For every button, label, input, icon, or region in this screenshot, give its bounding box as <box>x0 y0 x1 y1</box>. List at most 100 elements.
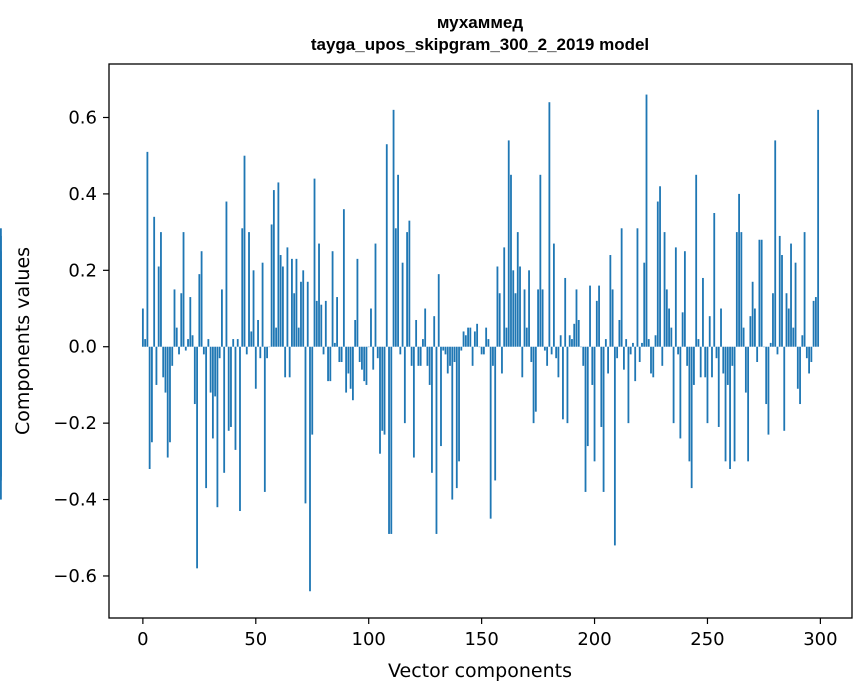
bar <box>395 228 397 346</box>
bar <box>686 347 688 366</box>
bar <box>144 339 146 347</box>
bar <box>404 347 406 423</box>
bar <box>585 347 587 492</box>
bar <box>413 347 415 458</box>
bar <box>691 347 693 488</box>
bar <box>488 339 490 347</box>
bar <box>406 232 408 347</box>
bar <box>271 224 273 346</box>
bar <box>429 347 431 385</box>
x-tick-label: 50 <box>244 629 267 650</box>
bar <box>241 228 243 346</box>
bar <box>214 347 216 397</box>
bar <box>666 289 668 346</box>
y-axis-label: Components values <box>12 247 34 435</box>
bar <box>244 156 246 347</box>
bar <box>508 140 510 346</box>
y-tick-label: 0.4 <box>68 184 97 205</box>
bar <box>377 347 379 358</box>
bar <box>589 286 591 347</box>
bar <box>709 316 711 347</box>
x-tick-label: 100 <box>352 629 386 650</box>
bar <box>510 175 512 347</box>
bar <box>497 267 499 347</box>
bar <box>553 244 555 347</box>
bar <box>795 263 797 347</box>
bar <box>670 328 672 347</box>
bar <box>535 347 537 412</box>
bar <box>0 347 2 370</box>
bar <box>375 244 377 347</box>
bar <box>162 347 164 378</box>
bar <box>230 347 232 427</box>
bar <box>551 347 553 355</box>
bar <box>756 347 758 362</box>
bar <box>616 347 618 358</box>
bar <box>781 255 783 347</box>
bar <box>804 232 806 347</box>
bar <box>539 175 541 347</box>
bar <box>390 347 392 534</box>
bar <box>275 328 277 347</box>
bar <box>567 347 569 423</box>
bar <box>632 343 634 347</box>
bar <box>149 347 151 469</box>
bar <box>799 347 801 404</box>
bar <box>463 331 465 346</box>
bar <box>526 328 528 347</box>
bar <box>743 328 745 347</box>
bar <box>415 320 417 347</box>
bar <box>770 343 772 347</box>
bar <box>817 110 819 347</box>
bar <box>307 282 309 347</box>
bar <box>731 347 733 366</box>
bar <box>282 267 284 347</box>
bar <box>338 347 340 362</box>
bar <box>329 347 331 381</box>
bar <box>612 289 614 346</box>
bar <box>153 217 155 347</box>
bar <box>284 347 286 378</box>
bar <box>643 263 645 347</box>
bar <box>639 347 641 362</box>
bar <box>675 247 677 346</box>
bar <box>189 297 191 347</box>
bar <box>359 347 361 362</box>
bar <box>440 347 442 446</box>
bar <box>722 347 724 374</box>
bar <box>774 140 776 346</box>
bar <box>198 274 200 347</box>
bar <box>232 339 234 347</box>
bar <box>352 347 354 400</box>
bar <box>476 324 478 347</box>
bar <box>320 305 322 347</box>
bar <box>698 339 700 347</box>
bar <box>713 213 715 347</box>
bar <box>693 347 695 385</box>
bar <box>810 347 812 362</box>
bar <box>246 347 248 355</box>
bar <box>688 347 690 462</box>
bar <box>808 347 810 374</box>
bar <box>711 347 713 378</box>
x-tick-label: 200 <box>577 629 611 650</box>
bar <box>259 347 261 358</box>
bar <box>169 347 171 443</box>
bar <box>530 347 532 362</box>
bar <box>142 309 144 347</box>
bar <box>630 347 632 355</box>
bar <box>790 244 792 347</box>
bar <box>716 347 718 358</box>
bar <box>255 347 257 389</box>
bar <box>591 347 593 385</box>
bar <box>180 293 182 346</box>
bar <box>512 270 514 346</box>
bar <box>725 347 727 462</box>
bar <box>323 347 325 355</box>
x-tick-label: 150 <box>464 629 498 650</box>
bar <box>451 347 453 500</box>
bar <box>442 347 444 351</box>
bar <box>548 102 550 347</box>
bar <box>235 347 237 450</box>
